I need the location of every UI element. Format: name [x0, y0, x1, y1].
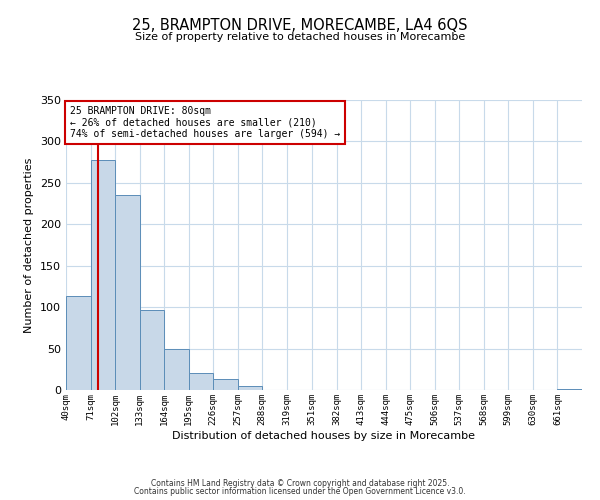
Y-axis label: Number of detached properties: Number of detached properties [25, 158, 34, 332]
Bar [238, 386, 262, 390]
Text: Size of property relative to detached houses in Morecambe: Size of property relative to detached ho… [135, 32, 465, 42]
Text: Contains HM Land Registry data © Crown copyright and database right 2025.: Contains HM Land Registry data © Crown c… [151, 478, 449, 488]
Bar [115, 196, 140, 390]
X-axis label: Distribution of detached houses by size in Morecambe: Distribution of detached houses by size … [173, 430, 476, 440]
Bar [91, 160, 115, 390]
Text: Contains public sector information licensed under the Open Government Licence v3: Contains public sector information licen… [134, 487, 466, 496]
Text: 25 BRAMPTON DRIVE: 80sqm
← 26% of detached houses are smaller (210)
74% of semi-: 25 BRAMPTON DRIVE: 80sqm ← 26% of detach… [70, 106, 340, 139]
Bar [557, 389, 582, 390]
Bar [164, 350, 188, 390]
Bar [66, 296, 91, 390]
Bar [188, 374, 213, 390]
Bar [213, 379, 238, 390]
Text: 25, BRAMPTON DRIVE, MORECAMBE, LA4 6QS: 25, BRAMPTON DRIVE, MORECAMBE, LA4 6QS [132, 18, 468, 32]
Bar [140, 310, 164, 390]
